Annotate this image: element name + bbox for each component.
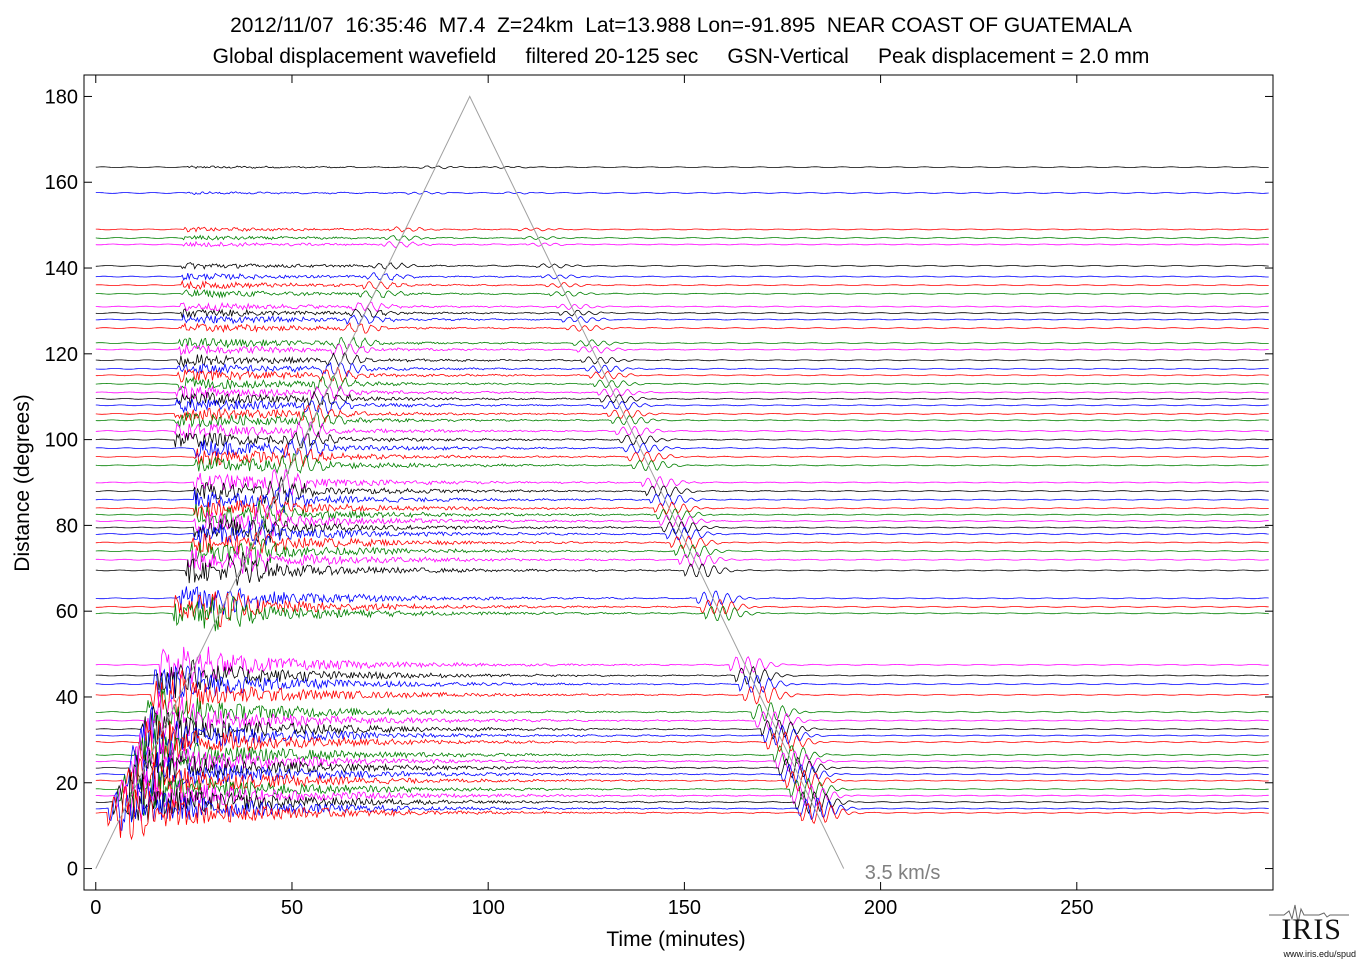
seismogram-trace (95, 430, 1269, 449)
seismogram-trace (95, 486, 1269, 514)
seismogram-trace (95, 384, 1269, 401)
seismogram-trace (95, 646, 1269, 684)
seismogram-trace (95, 495, 1269, 522)
seismogram-trace (95, 665, 1269, 699)
y-tick-label: 100 (45, 430, 78, 452)
x-tick-label: 50 (281, 897, 303, 919)
y-tick-label: 160 (45, 172, 78, 194)
seismogram-trace (95, 366, 1269, 384)
seismogram-trace (95, 395, 1269, 415)
seismogram-trace (95, 361, 1269, 378)
seismogram-trace (95, 519, 1269, 546)
seismogram-trace (95, 518, 1269, 543)
seismogram-trace (95, 288, 1269, 299)
seismogram-trace (95, 586, 1269, 615)
seismogram-trace (95, 659, 1269, 699)
seismogram-trace (95, 352, 1269, 368)
x-tick-label: 100 (471, 897, 504, 919)
seismogram-trace (95, 745, 1269, 803)
seismogram-trace (95, 768, 1269, 821)
axes-group: 0 50 100 150 200 250 0 20 40 60 80 100 120 140 160 180 (45, 75, 1273, 919)
seismogram-trace (95, 783, 1269, 831)
seismogram-trace (95, 375, 1269, 392)
seismogram-trace (95, 226, 1269, 233)
seismogram-trace (95, 669, 1269, 717)
seismogram-trace (95, 272, 1269, 281)
seismogram-trace (95, 733, 1269, 790)
seismogram-trace (95, 728, 1269, 784)
seismogram-trace (95, 322, 1269, 334)
x-tick-label: 150 (668, 897, 701, 919)
seismogram-trace (95, 531, 1269, 555)
seismogram-trace (95, 475, 1269, 505)
traces-group (95, 165, 1269, 841)
seismogram-trace (95, 720, 1269, 770)
chart-subtitle: Global displacement wavefield filtered 2… (212, 45, 1150, 68)
seismogram-trace (95, 343, 1269, 356)
chart-title: 2012/11/07 16:35:46 M7.4 Z=24km Lat=13.9… (230, 14, 1132, 37)
seismogram-trace (95, 706, 1269, 759)
reference-line-group (95, 95, 845, 869)
seismogram-trace (95, 757, 1269, 804)
seismogram-trace (95, 234, 1269, 241)
seismogram-trace (95, 786, 1269, 841)
y-tick-label: 180 (45, 86, 78, 108)
seismogram-trace (95, 689, 1269, 733)
y-tick-label: 40 (56, 687, 78, 709)
seismogram-trace (95, 410, 1269, 433)
y-tick-label: 80 (56, 515, 78, 537)
seismogram-trace (95, 545, 1269, 574)
iris-logo (1264, 897, 1354, 957)
seismogram-trace (95, 279, 1269, 290)
seismogram-trace (95, 165, 1269, 170)
y-axis-label: Distance (degrees) (11, 394, 34, 571)
seismogram-trace (95, 240, 1269, 248)
x-tick-label: 250 (1060, 897, 1093, 919)
seismogram-trace (95, 766, 1269, 822)
seismogram-trace (95, 190, 1269, 195)
y-tick-label: 120 (45, 344, 78, 366)
seismogram-trace (95, 404, 1269, 424)
seismogram-trace (95, 692, 1269, 744)
plot-frame (83, 74, 1274, 891)
seismogram-trace (95, 390, 1269, 406)
seismogram-trace (95, 420, 1269, 442)
seismogram-trace (95, 336, 1269, 351)
seismogram-trace (95, 595, 1269, 632)
seismogram-logo-icon (1269, 904, 1349, 924)
y-tick-label: 20 (56, 773, 78, 795)
seismogram-trace (95, 504, 1269, 537)
reference-line-3-5-kms (95, 95, 845, 869)
seismogram-trace (95, 301, 1269, 313)
seismogram-trace (95, 436, 1269, 459)
y-tick-label: 140 (45, 258, 78, 280)
x-tick-label: 200 (864, 897, 897, 919)
seismogram-trace (95, 538, 1269, 567)
seismogram-trace (95, 551, 1269, 586)
seismogram-trace (95, 769, 1269, 823)
seismogram-trace (95, 749, 1269, 792)
seismogram-trace (95, 313, 1269, 325)
seismogram-trace (95, 591, 1269, 628)
reference-line-label: 3.5 km/s (865, 862, 941, 884)
x-axis-label: Time (minutes) (606, 928, 745, 951)
y-tick-label: 0 (67, 859, 78, 881)
iris-logo-text: IRIS (1281, 913, 1342, 946)
seismogram-trace (95, 453, 1269, 475)
y-tick-label: 60 (56, 601, 78, 623)
seismogram-trace (95, 307, 1269, 319)
iris-url: www.iris.edu/spud (1283, 949, 1356, 959)
seismogram-trace (95, 262, 1269, 270)
x-tick-label: 0 (90, 897, 101, 919)
